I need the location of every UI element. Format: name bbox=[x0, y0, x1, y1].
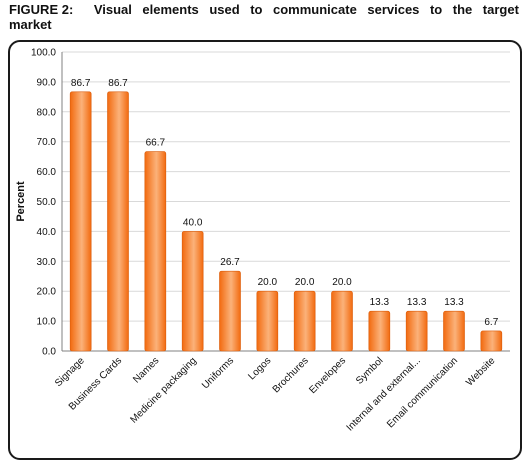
bar bbox=[405, 310, 428, 352]
chart-frame: 0.0 10.0 20.0 30.0 40.0 50.0 60.0 70.0 80.0 90.0 1… bbox=[8, 40, 522, 460]
bar-layer bbox=[69, 91, 503, 352]
figure-title: FIGURE 2: Visual elements used to commun… bbox=[9, 2, 519, 32]
bar bbox=[293, 290, 316, 352]
bar bbox=[69, 91, 92, 352]
y-tick-label: 0.0 bbox=[42, 347, 56, 358]
bar-value-label: 66.7 bbox=[146, 138, 166, 149]
x-category-label: Medicine packaging bbox=[129, 355, 199, 425]
grid-layer bbox=[62, 51, 510, 352]
x-category-label: Internal and external... bbox=[345, 355, 423, 433]
x-category-label: Signage bbox=[53, 355, 87, 389]
y-tick-label: 80.0 bbox=[37, 107, 57, 118]
bar-chart: 0.0 10.0 20.0 30.0 40.0 50.0 60.0 70.0 80.0 90.0 1… bbox=[15, 48, 510, 433]
y-tick-label: 90.0 bbox=[37, 77, 57, 88]
x-category-label: Names bbox=[131, 355, 161, 385]
figure-title-line-1: FIGURE 2: Visual elements used to commun… bbox=[9, 2, 519, 17]
bar-value-label: 20.0 bbox=[332, 277, 352, 288]
y-tick-label: 60.0 bbox=[37, 167, 57, 178]
y-tick-label: 40.0 bbox=[37, 227, 57, 238]
bar bbox=[331, 290, 353, 352]
x-category-label: Envelopes bbox=[307, 355, 348, 396]
title-word: to bbox=[429, 2, 443, 17]
x-category-label: Email communication bbox=[385, 355, 460, 430]
bar-value-label: 6.7 bbox=[484, 317, 498, 328]
bar-value-label: 20.0 bbox=[295, 277, 315, 288]
bar-value-label: 40.0 bbox=[183, 217, 203, 228]
bar bbox=[443, 310, 465, 352]
y-tick-label: 30.0 bbox=[37, 257, 57, 268]
bar bbox=[368, 310, 391, 352]
bar-value-label: 26.7 bbox=[220, 257, 240, 268]
bar-value-label: 13.3 bbox=[444, 297, 464, 308]
title-word: elements bbox=[142, 2, 199, 17]
bar-value-label: 86.7 bbox=[108, 78, 128, 89]
x-category-label: Logos bbox=[246, 355, 273, 382]
bar bbox=[256, 290, 279, 352]
y-tick-label: 100.0 bbox=[31, 48, 56, 59]
y-axis-label: Percent bbox=[15, 181, 27, 222]
bar-value-label: 86.7 bbox=[71, 78, 91, 89]
bar bbox=[219, 270, 241, 352]
title-word: the bbox=[452, 2, 473, 17]
bar bbox=[144, 151, 167, 352]
y-tick-label: 20.0 bbox=[37, 287, 57, 298]
axis-layer: 0.0 10.0 20.0 30.0 40.0 50.0 60.0 70.0 80.0 90.0 1… bbox=[31, 48, 510, 358]
y-tick-label: 10.0 bbox=[37, 317, 57, 328]
bar bbox=[480, 330, 503, 352]
figure-title-line-2: market bbox=[9, 17, 52, 32]
bar bbox=[181, 231, 204, 352]
bar-value-label: 13.3 bbox=[370, 297, 390, 308]
y-tick-label: 70.0 bbox=[37, 137, 57, 148]
title-word: services bbox=[367, 2, 420, 17]
bar bbox=[107, 91, 129, 352]
x-category-label: Brochures bbox=[271, 355, 311, 395]
title-word: target bbox=[482, 2, 519, 17]
title-word: Visual bbox=[93, 2, 132, 17]
title-word: communicate bbox=[273, 2, 357, 17]
x-category-label: Symbol bbox=[354, 355, 385, 386]
y-tick-label: 50.0 bbox=[37, 197, 57, 208]
x-category-label: Website bbox=[464, 355, 498, 389]
title-word: to bbox=[250, 2, 263, 17]
bar-value-label: 20.0 bbox=[258, 277, 278, 288]
title-word: used bbox=[209, 2, 240, 17]
x-category-label: Uniforms bbox=[200, 355, 236, 391]
bar-value-label: 13.3 bbox=[407, 297, 427, 308]
figure-label: FIGURE 2: bbox=[9, 2, 74, 17]
